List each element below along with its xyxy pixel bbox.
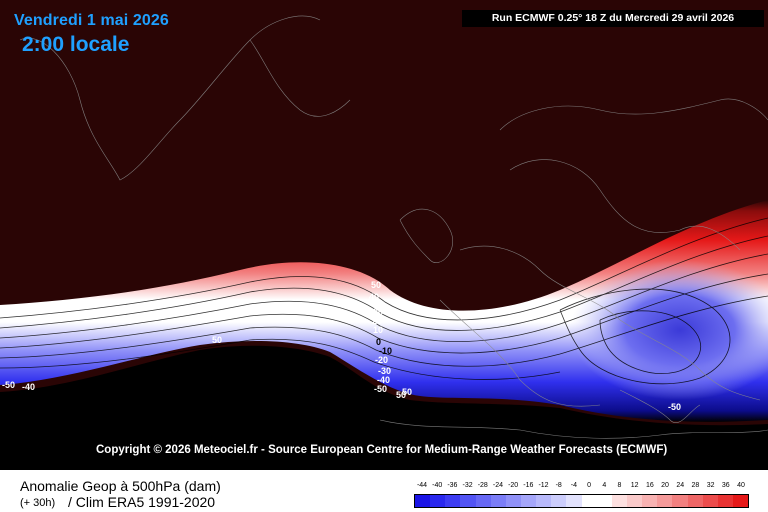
color-scale-swatch: [415, 495, 431, 507]
contour-label: 50: [402, 387, 413, 397]
color-scale-swatch: [581, 495, 597, 507]
color-scale-tick-label: -24: [492, 482, 503, 489]
color-scale-tick-label: 32: [706, 482, 715, 489]
color-scale-swatch: [520, 495, 537, 507]
color-scale-tick-label: -36: [447, 482, 458, 489]
copyright-notice: Copyright © 2026 Meteociel.fr - Source E…: [96, 444, 668, 456]
legend-lead-time: (+ 30h): [20, 497, 56, 509]
low-anomaly-lobe: [570, 260, 768, 400]
contour-label: 20: [372, 316, 383, 326]
contour-label: -20: [375, 355, 389, 365]
color-scale-swatch: [475, 495, 491, 507]
color-scale: -44 -40 -36 -32 -28 -24 -20 -16 -12 -8 -4 0 4 8 12 16 20…: [414, 482, 749, 510]
coastlines: [19, 15, 768, 439]
anomaly-gradient-band: [0, 200, 768, 422]
color-scale-swatch: [430, 495, 446, 507]
contour-label: 50: [371, 280, 382, 290]
color-scale-swatch: [687, 495, 703, 507]
legend-title: Anomalie Geop à 500hPa (dam): [20, 478, 221, 494]
color-scale-tick-label: -4: [570, 482, 578, 489]
color-scale-tick-label: -40: [432, 482, 443, 489]
color-scale-swatch: [551, 495, 567, 507]
color-scale-swatch: [460, 495, 476, 507]
color-scale-tick-label: 8: [617, 482, 622, 489]
contour-lines: [0, 217, 768, 385]
color-scale-swatch: [596, 495, 612, 507]
color-scale-tick-label: 0: [587, 482, 592, 489]
color-scale-swatch: [702, 495, 718, 507]
color-scale-tick-label: 4: [602, 482, 607, 489]
contour-label: 50: [396, 390, 407, 400]
color-scale-tick-label: -20: [508, 482, 519, 489]
map-graphic: [0, 15, 768, 470]
color-scale-tick-label: -32: [462, 482, 473, 489]
color-scale-swatch: [566, 495, 582, 507]
color-scale-swatch: [445, 495, 461, 507]
land-mask: [0, 345, 768, 470]
color-scale-tick-label: -44: [416, 482, 428, 489]
contour-label: -40: [377, 375, 391, 385]
color-scale-swatch: [626, 495, 643, 507]
contour-label: 40: [369, 292, 380, 302]
legend-climatology: / Clim ERA5 1991-2020: [68, 494, 216, 510]
color-scale-tick-label: -28: [477, 482, 488, 489]
color-scale-tick-label: 16: [645, 482, 654, 489]
color-scale-tick-label: 24: [676, 482, 685, 489]
contour-label: -30: [378, 366, 392, 376]
color-scale-swatch: [490, 495, 506, 507]
color-scale-swatch: [657, 495, 673, 507]
color-scale-tick-label: 28: [691, 482, 700, 489]
contour-label: -10: [379, 346, 393, 356]
color-scale-swatch: [717, 495, 733, 507]
run-info-bar: Run ECMWF 0.25° 18 Z du Mercredi 29 avri…: [462, 10, 764, 27]
contour-label: -50: [374, 384, 388, 394]
anomaly-map[interactable]: Vendredi 1 mai 2026 2:00 locale Run ECMW…: [0, 0, 768, 470]
color-scale-tick-label: -16: [523, 482, 534, 489]
color-scale-swatch: [672, 495, 688, 507]
color-scale-swatch: [732, 495, 749, 507]
contour-label: 10: [373, 325, 384, 335]
color-scale-swatch: [611, 495, 627, 507]
color-scale-tick-label: 20: [661, 482, 669, 489]
color-scale-tick-label: -12: [538, 482, 549, 489]
color-scale-tick-label: 40: [737, 482, 745, 489]
color-scale-tick-label: 12: [630, 482, 639, 489]
contour-label: 30: [373, 307, 384, 317]
contour-label: -40: [22, 382, 36, 392]
color-scale-tick-label: -8: [555, 482, 562, 489]
contour-label: 50: [212, 335, 223, 345]
color-scale-swatch: [505, 495, 521, 507]
color-scale-bar: [414, 494, 749, 508]
forecast-date: Vendredi 1 mai 2026: [14, 12, 169, 29]
color-scale-tick-label: 36: [721, 482, 730, 489]
color-scale-swatch: [642, 495, 658, 507]
contour-label: 0: [376, 337, 382, 347]
legend-panel: Anomalie Geop à 500hPa (dam) (+ 30h) / C…: [0, 470, 768, 512]
contour-label: -50: [668, 402, 682, 412]
forecast-time: 2:00 locale: [22, 33, 130, 56]
contour-label: -50: [2, 380, 16, 390]
color-scale-swatch: [536, 495, 552, 507]
